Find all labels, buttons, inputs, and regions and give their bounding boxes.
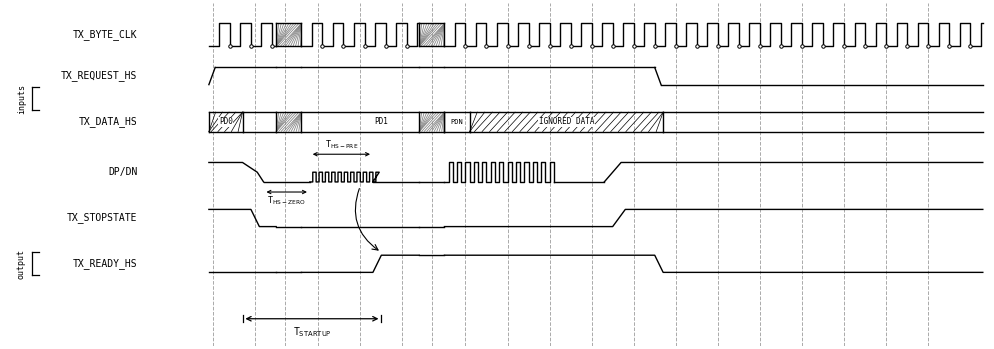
Text: DP/DN: DP/DN <box>108 167 137 177</box>
Text: TX_REQUEST_HS: TX_REQUEST_HS <box>61 70 137 82</box>
Text: T$_\mathsf{HS-ZERO}$: T$_\mathsf{HS-ZERO}$ <box>267 195 306 207</box>
Text: PDN: PDN <box>450 119 463 125</box>
Text: TX_DATA_HS: TX_DATA_HS <box>79 116 137 127</box>
Text: TX_STOPSTATE: TX_STOPSTATE <box>67 213 137 223</box>
Text: PD0: PD0 <box>219 117 233 126</box>
Text: T$_\mathsf{HS-PRE}$: T$_\mathsf{HS-PRE}$ <box>325 139 358 151</box>
Text: output: output <box>17 249 26 279</box>
Text: IGNORED DATA: IGNORED DATA <box>539 117 594 126</box>
Text: T$_\mathsf{STARTUP}$: T$_\mathsf{STARTUP}$ <box>292 326 331 340</box>
Text: PD1: PD1 <box>375 117 389 126</box>
Text: inputs: inputs <box>17 84 26 114</box>
Text: TX_READY_HS: TX_READY_HS <box>73 258 137 269</box>
Text: IGNORED DATA: IGNORED DATA <box>539 117 594 126</box>
Text: PD0: PD0 <box>219 117 233 126</box>
Text: TX_BYTE_CLK: TX_BYTE_CLK <box>73 29 137 40</box>
